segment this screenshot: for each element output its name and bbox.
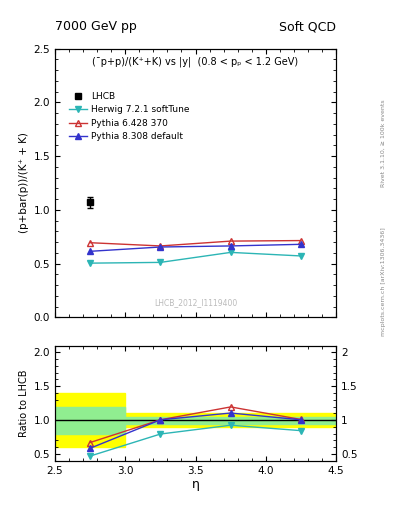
Line: Pythia 6.428 370: Pythia 6.428 370 <box>87 238 304 249</box>
Y-axis label: Ratio to LHCB: Ratio to LHCB <box>19 370 29 437</box>
Herwig 7.2.1 softTune <box>88 260 92 266</box>
Herwig 7.2.1 softTune <box>299 253 303 259</box>
Pythia 8.308 default <box>88 248 92 254</box>
Legend: LHCB, Herwig 7.2.1 softTune, Pythia 6.428 370, Pythia 8.308 default: LHCB, Herwig 7.2.1 softTune, Pythia 6.42… <box>65 88 193 145</box>
Bar <box>125 413 336 427</box>
Pythia 6.428 370 <box>88 240 92 246</box>
Text: 7000 GeV pp: 7000 GeV pp <box>55 20 137 33</box>
Bar <box>55 407 125 434</box>
Bar <box>125 417 336 423</box>
X-axis label: η: η <box>191 478 200 492</box>
Pythia 8.308 default <box>299 241 303 247</box>
Text: Soft QCD: Soft QCD <box>279 20 336 33</box>
Text: mcplots.cern.ch [arXiv:1306.3436]: mcplots.cern.ch [arXiv:1306.3436] <box>381 227 386 336</box>
Pythia 6.428 370 <box>228 238 233 244</box>
Text: LHCB_2012_I1119400: LHCB_2012_I1119400 <box>154 297 237 307</box>
Herwig 7.2.1 softTune <box>158 259 163 265</box>
Text: Rivet 3.1.10, ≥ 100k events: Rivet 3.1.10, ≥ 100k events <box>381 99 386 187</box>
Pythia 6.428 370 <box>299 238 303 244</box>
Text: (¯p+p)/(K⁺+K) vs |y|  (0.8 < pₚ < 1.2 GeV): (¯p+p)/(K⁺+K) vs |y| (0.8 < pₚ < 1.2 GeV… <box>92 57 299 67</box>
Herwig 7.2.1 softTune <box>228 249 233 255</box>
Line: Pythia 8.308 default: Pythia 8.308 default <box>87 242 304 254</box>
Pythia 8.308 default <box>158 244 163 250</box>
Pythia 6.428 370 <box>158 243 163 249</box>
Y-axis label: (p+bar(p))/(K⁺ + K): (p+bar(p))/(K⁺ + K) <box>19 133 29 233</box>
Line: Herwig 7.2.1 softTune: Herwig 7.2.1 softTune <box>87 250 304 266</box>
Bar <box>55 393 125 447</box>
Pythia 8.308 default <box>228 243 233 249</box>
